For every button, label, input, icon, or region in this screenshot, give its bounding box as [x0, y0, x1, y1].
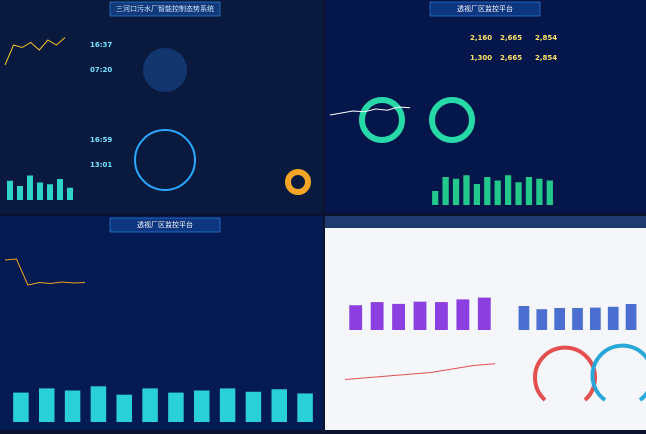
bar	[554, 308, 565, 330]
bar	[435, 302, 448, 330]
bar	[463, 175, 469, 205]
bar	[47, 184, 53, 200]
bar	[515, 182, 521, 205]
title: 透视厂区监控平台	[137, 220, 193, 229]
stat-value: 2,854	[535, 34, 557, 42]
bar	[246, 392, 262, 422]
bar	[39, 388, 55, 422]
bar	[432, 191, 438, 205]
bar	[505, 175, 511, 205]
bar	[220, 388, 236, 422]
bar	[27, 176, 33, 201]
title: 透视厂区监控平台	[457, 4, 513, 13]
bar	[297, 393, 313, 422]
stat-value: 2,665	[500, 54, 522, 62]
bar	[536, 309, 547, 330]
panel-bg	[0, 0, 323, 213]
bar	[478, 298, 491, 330]
stat-value: 2,665	[500, 34, 522, 42]
bar	[484, 177, 490, 205]
bar	[37, 183, 43, 201]
bar	[519, 306, 530, 330]
bar	[572, 308, 583, 330]
icon	[143, 48, 187, 92]
bar	[453, 179, 459, 205]
bar	[17, 186, 23, 200]
stat-value: 2,160	[470, 34, 492, 42]
title: 三河口污水厂智能控制态势系统	[116, 4, 214, 13]
bar	[626, 304, 637, 330]
bar	[474, 184, 480, 205]
nav-bar	[325, 216, 646, 228]
stat-value: 1,300	[470, 54, 492, 62]
bar	[495, 181, 501, 206]
bar	[371, 302, 384, 330]
bar	[456, 299, 469, 330]
bar	[414, 302, 427, 330]
bar	[590, 308, 601, 330]
bar	[547, 181, 553, 206]
bar	[67, 188, 73, 200]
bar	[168, 393, 184, 422]
bar	[142, 388, 158, 422]
bar	[536, 179, 542, 205]
bar	[117, 395, 133, 422]
stat-value: 13:01	[90, 161, 112, 169]
bar	[349, 305, 362, 330]
stat-value: 07:20	[90, 66, 112, 74]
bar	[392, 304, 405, 330]
stat-value: 16:37	[90, 41, 112, 49]
stat-value: 16:59	[90, 136, 112, 144]
bar	[91, 386, 107, 422]
bar	[65, 391, 81, 423]
bar	[13, 393, 29, 422]
bar	[443, 177, 449, 205]
bar	[194, 391, 210, 423]
bar	[7, 181, 13, 200]
bar	[526, 177, 532, 205]
bar	[57, 179, 63, 200]
bar	[272, 389, 288, 422]
bar	[608, 307, 619, 330]
stat-value: 2,854	[535, 54, 557, 62]
